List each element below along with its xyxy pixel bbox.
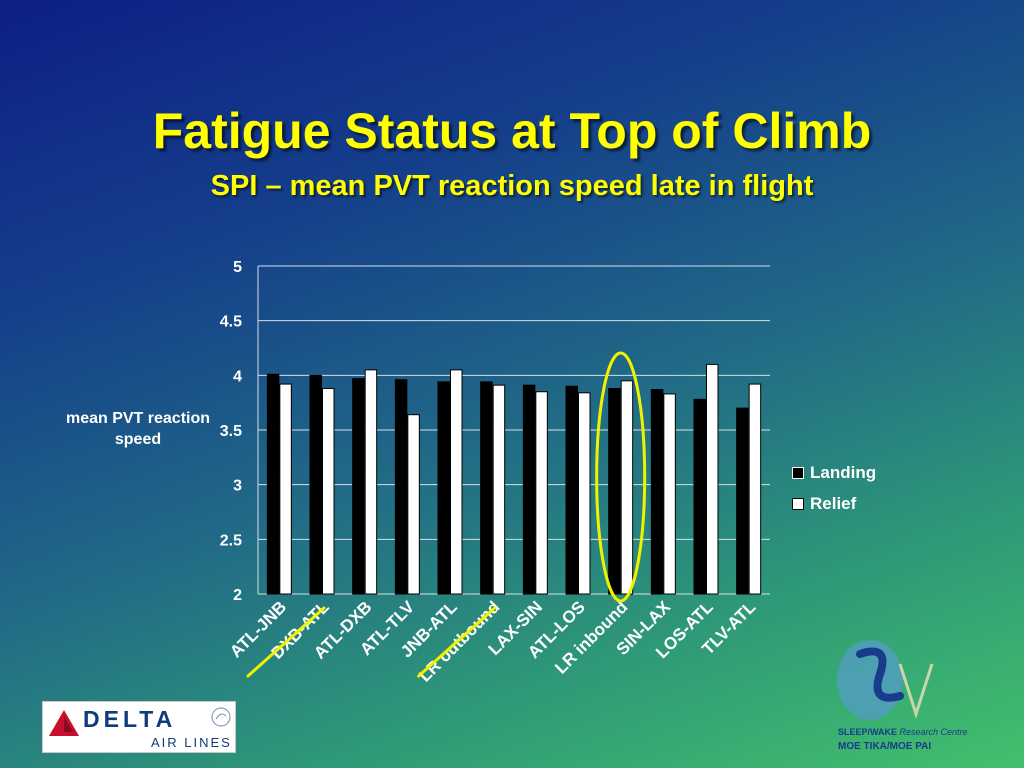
underline-1: [417, 606, 497, 678]
bar-landing-10: [693, 398, 706, 595]
bar-relief-11: [748, 383, 762, 595]
bar-landing-9: [650, 389, 664, 595]
skyteam-seal-icon: [211, 707, 231, 727]
legend-item-landing: Landing: [792, 457, 876, 488]
bar-relief-0: [279, 383, 292, 595]
highlight-ellipse: [595, 351, 647, 603]
bar-landing-6: [522, 384, 536, 595]
bars: [266, 363, 762, 595]
research-centre-motto: MOE TIKA/MOE PAI: [838, 741, 932, 752]
y-tick-5: 4.5: [220, 314, 242, 331]
legend-item-relief: Relief: [792, 488, 876, 519]
legend-swatch-relief: [792, 497, 804, 510]
bar-relief-10: [706, 363, 719, 595]
bar-relief-8: [620, 380, 634, 595]
y-tick-labels: 2 2.5 3 3.5 4 4.5 5: [220, 259, 242, 604]
bar-relief-6: [535, 391, 548, 595]
y-tick-2: 3: [233, 478, 242, 495]
bar-landing-11: [736, 407, 749, 595]
research-centre-name: SLEEP/WAKE Research Centre: [838, 727, 968, 737]
bar-landing-8: [608, 387, 621, 595]
bar-relief-5: [492, 384, 506, 595]
legend-label-relief: Relief: [810, 493, 857, 513]
bar-landing-4: [437, 381, 450, 595]
delta-name: DELTA: [83, 706, 177, 732]
sleep-wake-logo-icon: [837, 640, 934, 720]
y-tick-6: 5: [233, 259, 242, 276]
bar-relief-1: [322, 387, 335, 595]
bar-landing-0: [266, 373, 280, 595]
bar-relief-4: [450, 369, 463, 595]
underline-0: [246, 606, 326, 678]
bar-relief-9: [663, 393, 676, 595]
delta-widget-icon: [49, 710, 79, 736]
chart-legend: Landing Relief: [792, 457, 876, 519]
legend-label-landing: Landing: [810, 462, 877, 482]
slide-subtitle: SPI – mean PVT reaction speed late in fl…: [210, 170, 814, 202]
delta-logo: DELTA AIR LINES: [42, 701, 236, 753]
bar-landing-5: [480, 381, 493, 595]
y-tick-1: 2.5: [220, 532, 242, 549]
y-tick-4: 4: [233, 368, 242, 385]
grid-lines: [257, 265, 770, 595]
research-suffix: Research Centre: [899, 727, 968, 737]
bar-landing-1: [309, 374, 322, 595]
y-tick-3: 3.5: [220, 423, 242, 440]
y-tick-0: 2: [233, 587, 242, 604]
bar-relief-2: [364, 369, 378, 595]
annotations: [246, 351, 647, 678]
legend-swatch-landing: [792, 466, 804, 479]
bar-landing-3: [394, 379, 408, 595]
bar-landing-2: [352, 378, 365, 595]
delta-subname: AIR LINES: [151, 735, 232, 750]
y-axis-label: mean PVT reaction speed: [65, 410, 211, 448]
research-name: SLEEP/WAKE: [838, 727, 898, 737]
bar-landing-7: [565, 385, 578, 595]
bar-relief-3: [407, 414, 420, 595]
bar-relief-7: [578, 392, 591, 595]
slide-title: Fatigue Status at Top of Climb: [152, 103, 872, 159]
